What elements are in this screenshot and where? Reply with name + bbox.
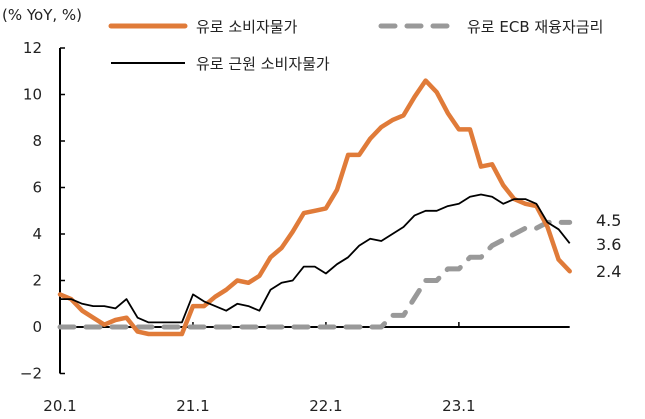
y-tick-label: −2 bbox=[20, 365, 42, 383]
core-cpi-line bbox=[60, 193, 571, 324]
cpi-line bbox=[57, 78, 572, 337]
y-tick-label: 4 bbox=[32, 225, 42, 243]
unit-label: (% YoY, %) bbox=[2, 6, 82, 24]
ecb-rate-line bbox=[57, 219, 573, 330]
series-lines bbox=[57, 78, 573, 337]
y-tick-label: 10 bbox=[23, 86, 42, 104]
y-tick-label: 8 bbox=[32, 132, 42, 150]
legend-label-cpi: 유로 소비자물가 bbox=[196, 18, 298, 36]
end-value-label: 4.5 bbox=[596, 211, 621, 230]
y-tick-label: 12 bbox=[23, 39, 42, 57]
end-value-label: 3.6 bbox=[596, 235, 621, 254]
end-labels: 4.5 3.6 2.4 bbox=[596, 211, 621, 281]
y-tick-label: 6 bbox=[32, 179, 42, 197]
x-tick-label: 23.1 bbox=[442, 397, 475, 415]
legend-label-ecb-rate: 유로 ECB 재융자금리 bbox=[467, 18, 603, 36]
x-axis-ticks: 20.1 21.1 22.1 23.1 bbox=[43, 322, 476, 415]
y-axis-ticks: −2 0 2 4 6 8 10 12 bbox=[20, 39, 65, 383]
legend: 유로 소비자물가 유로 ECB 재융자금리 유로 근원 소비자물가 bbox=[108, 18, 603, 73]
legend-label-core-cpi: 유로 근원 소비자물가 bbox=[196, 55, 330, 73]
y-tick-label: 0 bbox=[32, 318, 42, 336]
x-tick-label: 20.1 bbox=[43, 397, 76, 415]
x-tick-label: 21.1 bbox=[176, 397, 209, 415]
end-value-label: 2.4 bbox=[596, 262, 621, 281]
y-tick-label: 2 bbox=[32, 272, 42, 290]
x-tick-label: 22.1 bbox=[309, 397, 342, 415]
